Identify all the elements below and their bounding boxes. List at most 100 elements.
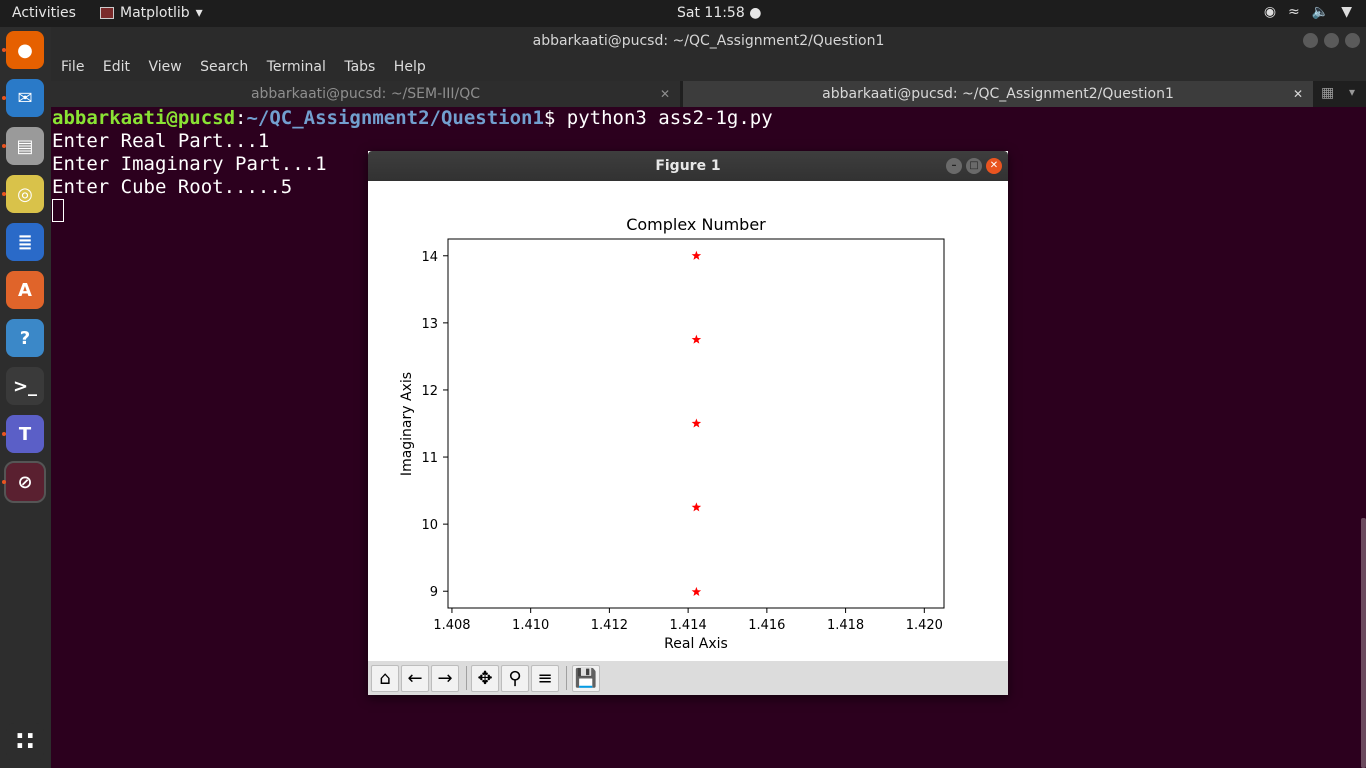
x-tick-label: 1.408 [433,618,470,633]
y-ticks: 9 10 11 12 13 14 [421,250,448,600]
dock: ● ✉ ▤ ◎ ≣ A? >_ T ⊘ ∷ [0,27,51,768]
minimize-button[interactable] [1303,33,1318,48]
close-button[interactable] [1345,33,1360,48]
files-icon[interactable]: ▤ [6,127,44,165]
firefox-icon[interactable]: ● [6,31,44,69]
x-ticks: 1.408 1.410 1.412 1.414 1.416 1.418 1.420 [433,608,943,633]
y-tick-label: 13 [421,317,438,332]
y-tick-label: 12 [421,384,438,399]
chevron-down-icon: ▾ [195,5,203,21]
tab-question1[interactable]: abbarkaati@pucsd: ~/QC_Assignment2/Quest… [683,81,1313,107]
running-indicator [2,480,6,484]
matplotlib-dock-icon[interactable]: ⊘ [4,461,46,503]
terminal-scrollbar[interactable] [1361,518,1366,768]
prompt-separator: : [235,107,247,129]
software-icon[interactable]: A [6,271,44,309]
chart-title: Complex Number [626,215,766,234]
terminal-title: abbarkaati@pucsd: ~/QC_Assignment2/Quest… [532,33,885,49]
app-menu[interactable]: Matplotlib ▾ [100,5,203,21]
wifi-icon: ≈ [1288,4,1300,20]
figure-maximize-button[interactable]: □ [966,158,982,174]
data-point [691,334,702,344]
teams-icon[interactable]: T [6,415,44,453]
power-menu-icon[interactable]: ▼ [1341,4,1352,20]
x-tick-label: 1.414 [670,618,707,633]
tab-menu-chevron-icon[interactable]: ▾ [1349,85,1356,99]
x-tick-label: 1.410 [512,618,549,633]
data-point [691,502,702,512]
cursor-line [52,199,1366,222]
output-line: Enter Cube Root.....5 [52,176,293,198]
output-line: Enter Real Part...1 [52,130,270,152]
data-point [691,250,702,260]
menu-terminal[interactable]: Terminal [266,59,326,75]
figure-close-button[interactable]: ✕ [986,158,1002,174]
prompt-path: ~/QC_Assignment2/Question1 [246,107,544,129]
menu-search[interactable]: Search [200,59,249,75]
top-bar: Activities Matplotlib ▾ Sat 11:58 ● ◉ ≈ … [0,0,1366,27]
output-line: Enter Imaginary Part...1 [52,153,327,175]
figure-titlebar: Figure 1 – □ ✕ [368,151,1008,181]
figure-minimize-button[interactable]: – [946,158,962,174]
x-tick-label: 1.412 [591,618,628,633]
running-indicator [2,192,6,196]
figure-title: Figure 1 [655,158,721,174]
x-tick-label: 1.420 [906,618,943,633]
y-axis-label: Imaginary Axis [399,372,415,476]
help-icon[interactable]: ? [6,319,44,357]
running-indicator [2,96,6,100]
menu-file[interactable]: File [61,59,85,75]
running-indicator [2,144,6,148]
forward-arrow-icon[interactable]: → [431,665,459,692]
close-tab-icon[interactable]: ✕ [1292,87,1303,101]
activities-button[interactable]: Activities [12,5,76,21]
menu-help[interactable]: Help [393,59,426,75]
clock[interactable]: Sat 11:58 ● [677,5,762,21]
tab-sem-iii[interactable]: abbarkaati@pucsd: ~/SEM-III/QC ✕ [51,81,680,107]
menu-edit[interactable]: Edit [102,59,131,75]
app-menu-label: Matplotlib [120,5,190,21]
writer-icon[interactable]: ≣ [6,223,44,261]
tab-label: abbarkaati@pucsd: ~/QC_Assignment2/Quest… [822,86,1174,102]
tab-label: abbarkaati@pucsd: ~/SEM-III/QC [250,86,481,102]
toolbar-separator [566,666,567,690]
pan-icon[interactable]: ✥ [471,665,499,692]
toolbar-separator [466,666,467,690]
save-icon[interactable]: 💾 [572,665,600,692]
zoom-icon[interactable]: ⚲ [501,665,529,692]
x-tick-label: 1.416 [748,618,785,633]
menu-view[interactable]: View [148,59,182,75]
prompt-user: abbarkaati@pucsd [52,107,236,129]
data-point [691,418,702,428]
show-apps-icon[interactable]: ∷ [6,723,44,761]
y-tick-label: 10 [421,518,438,533]
running-indicator [2,432,6,436]
home-icon[interactable]: ⌂ [371,665,399,692]
system-tray[interactable]: ◉ ≈ 🔈 ▼ [1264,4,1352,20]
data-point [691,586,702,596]
x-tick-label: 1.418 [827,618,864,633]
volume-icon: 🔈 [1311,4,1330,20]
back-arrow-icon[interactable]: ← [401,665,429,692]
terminal-icon[interactable]: >_ [6,367,44,405]
teams-tray-icon[interactable]: ◉ [1263,4,1277,20]
y-tick-label: 14 [421,250,438,265]
matplotlib-icon [100,7,114,19]
subplots-config-icon[interactable]: ≡ [531,665,559,692]
new-tab-icon[interactable]: ▦ [1321,85,1335,101]
y-tick-label: 11 [421,451,438,466]
terminal-tabs: abbarkaati@pucsd: ~/SEM-III/QC ✕ abbarka… [51,81,1366,107]
x-axis-label: Real Axis [664,636,728,652]
prompt-command: $ python3 ass2-1g.py [543,107,773,129]
prompt-line: abbarkaati@pucsd:~/QC_Assignment2/Questi… [52,107,1366,130]
rhythmbox-icon[interactable]: ◎ [6,175,44,213]
terminal-titlebar: abbarkaati@pucsd: ~/QC_Assignment2/Quest… [51,27,1366,55]
figure-toolbar: ⌂ ← → ✥ ⚲ ≡ 💾 [368,661,1008,695]
scatter-chart[interactable]: Complex Number Real Axis Imaginary Axis … [368,181,1008,661]
y-tick-label: 9 [430,585,438,600]
running-indicator [2,48,6,52]
maximize-button[interactable] [1324,33,1339,48]
thunderbird-icon[interactable]: ✉ [6,79,44,117]
menu-tabs[interactable]: Tabs [344,59,376,75]
close-tab-icon[interactable]: ✕ [659,87,670,101]
